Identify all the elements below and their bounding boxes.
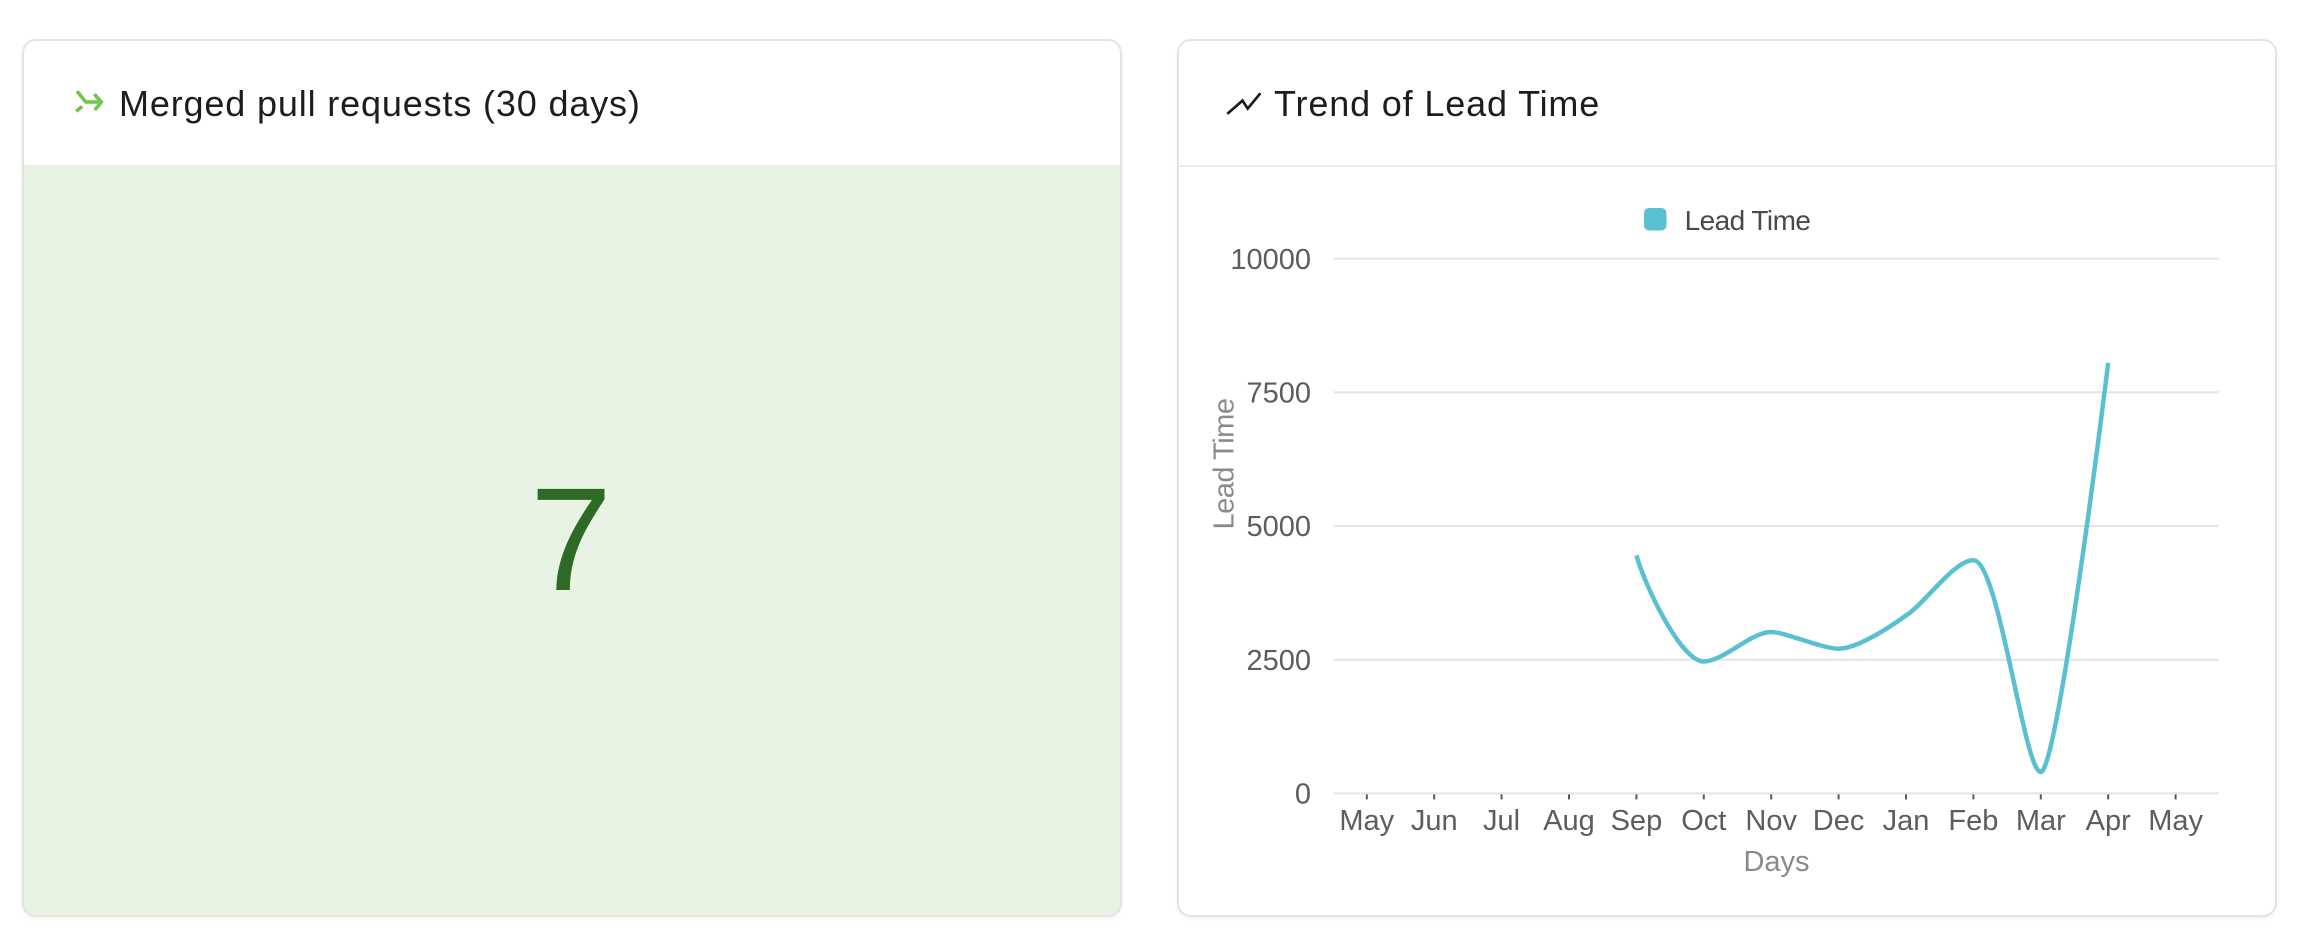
svg-text:7500: 7500 — [1246, 378, 1311, 410]
svg-text:2500: 2500 — [1246, 645, 1311, 677]
svg-text:Oct: Oct — [1681, 805, 1726, 837]
svg-text:Apr: Apr — [2086, 805, 2131, 837]
svg-text:Aug: Aug — [1543, 805, 1595, 837]
svg-text:Sep: Sep — [1611, 805, 1663, 837]
svg-text:Days: Days — [1743, 846, 1809, 878]
svg-text:Jun: Jun — [1411, 805, 1458, 837]
svg-text:May: May — [2148, 805, 2203, 837]
svg-text:Nov: Nov — [1745, 805, 1797, 837]
svg-text:Lead Time: Lead Time — [1209, 399, 1241, 530]
svg-text:May: May — [1339, 805, 1394, 837]
svg-text:10000: 10000 — [1230, 244, 1311, 276]
svg-text:Feb: Feb — [1948, 805, 1998, 837]
svg-text:5000: 5000 — [1246, 511, 1311, 543]
svg-text:Lead Time: Lead Time — [1685, 205, 1811, 236]
svg-text:Dec: Dec — [1813, 805, 1865, 837]
svg-text:0: 0 — [1295, 779, 1311, 811]
svg-text:Jan: Jan — [1883, 805, 1930, 837]
svg-text:Mar: Mar — [2016, 805, 2066, 837]
svg-text:Jul: Jul — [1483, 805, 1520, 837]
